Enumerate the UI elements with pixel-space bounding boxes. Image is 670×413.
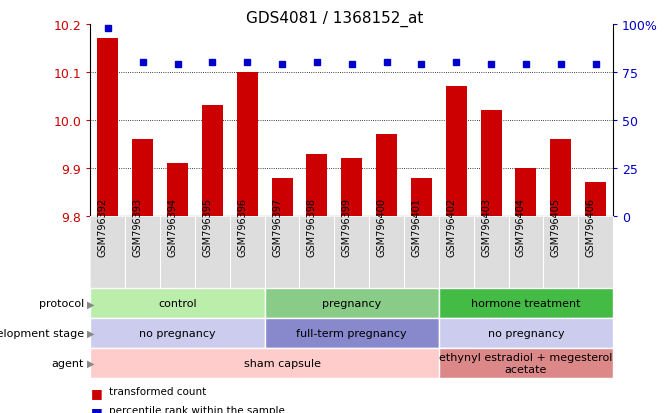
Text: GDS4081 / 1368152_at: GDS4081 / 1368152_at [247,10,423,26]
Bar [306,154,328,216]
Bar [202,106,223,216]
Bar [97,39,119,216]
Text: hormone treatment: hormone treatment [471,299,581,309]
Bar [585,183,606,216]
Text: GSM796399: GSM796399 [342,198,352,257]
Text: full-term pregnancy: full-term pregnancy [296,328,407,338]
Text: GSM796393: GSM796393 [133,198,143,257]
Text: pregnancy: pregnancy [322,299,381,309]
Text: development stage: development stage [0,328,84,338]
Bar [446,87,467,216]
Text: GSM796400: GSM796400 [377,198,387,257]
Text: protocol: protocol [38,299,84,309]
Bar [480,111,502,216]
Text: GSM796402: GSM796402 [446,198,456,257]
Text: no pregnancy: no pregnancy [488,328,564,338]
Bar [515,169,537,216]
Text: transformed count: transformed count [109,386,206,396]
Bar [376,135,397,216]
Text: sham capsule: sham capsule [244,358,320,368]
Text: ■: ■ [90,405,103,413]
Text: ▶: ▶ [87,358,94,368]
Bar [271,178,293,216]
Text: GSM796392: GSM796392 [98,198,108,257]
Text: ▶: ▶ [87,299,94,309]
Text: GSM796401: GSM796401 [411,198,421,257]
Text: GSM796396: GSM796396 [237,198,247,257]
Bar [411,178,432,216]
Bar [237,73,258,216]
Text: GSM796405: GSM796405 [551,198,561,257]
Text: GSM796403: GSM796403 [481,198,491,257]
Bar [132,140,153,216]
Text: GSM796395: GSM796395 [202,198,212,257]
Bar [550,140,572,216]
Text: ■: ■ [90,386,103,399]
Text: control: control [158,299,197,309]
Text: agent: agent [52,358,84,368]
Text: GSM796404: GSM796404 [516,198,526,257]
Text: no pregnancy: no pregnancy [139,328,216,338]
Text: GSM796397: GSM796397 [272,198,282,257]
Bar [167,164,188,216]
Text: percentile rank within the sample: percentile rank within the sample [109,405,285,413]
Text: GSM796406: GSM796406 [586,198,596,257]
Text: ethynyl estradiol + megesterol
acetate: ethynyl estradiol + megesterol acetate [440,352,612,374]
Text: GSM796398: GSM796398 [307,198,317,257]
Bar [341,159,362,216]
Text: GSM796394: GSM796394 [168,198,178,257]
Text: ▶: ▶ [87,328,94,338]
